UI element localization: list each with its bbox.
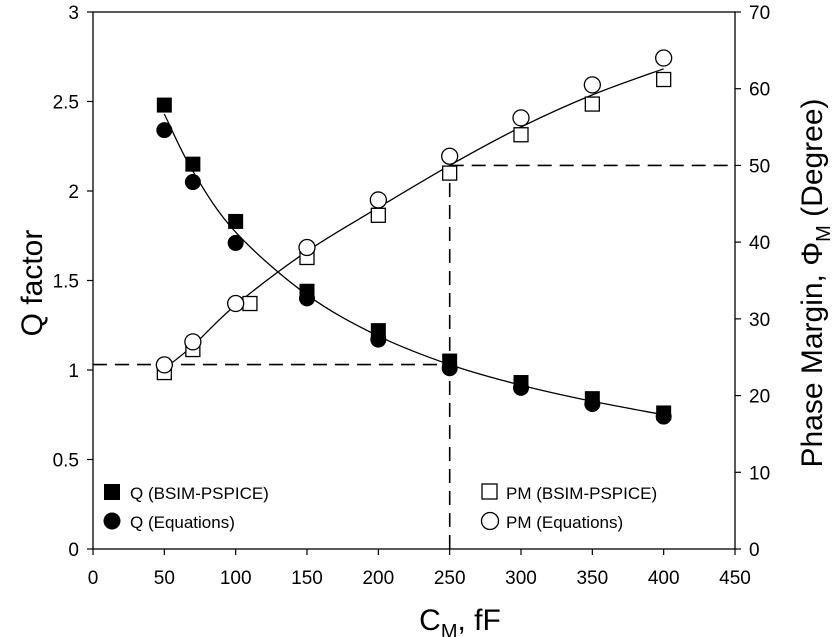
y-right-tick-label: 30 [749,310,770,331]
plot-area [92,11,736,550]
data-point-pm-equations [227,294,245,313]
x-axis-title: CM, fF [419,604,501,637]
fit-curve-left [163,113,664,416]
y-right-tick-label: 20 [749,387,770,408]
y-left-tick-label: 3 [68,3,79,24]
y-right-axis-title: Phase Margin, ΦM (Degree) [796,98,835,467]
x-tick-label: 400 [648,568,680,589]
x-tick-label: 350 [576,568,608,589]
data-point-q-equations [584,396,601,413]
data-point-pm-bsim-pspice [513,127,529,143]
data-point-pm-equations [298,238,316,257]
data-point-q-equations [184,174,201,191]
y-left-tick-label: 2.5 [53,93,79,114]
legend-label-pm-eq: PM (Equations) [506,513,623,532]
data-point-q-equations [441,360,458,377]
y-left-axis-title: Q factor [16,230,49,337]
legend-marker-q-bsim [104,484,120,500]
x-axis-title-main: C [419,604,441,637]
data-point-pm-equations [441,147,459,165]
data-markers [155,49,673,425]
legend-label-q-bsim: Q (BSIM-PSPICE) [130,484,269,503]
x-axis-title-rest: , fF [458,604,501,637]
y-right-tick-label: 70 [749,3,770,24]
data-point-pm-bsim-pspice [584,96,600,112]
legend-marker-pm-eq [480,511,500,531]
data-point-q-equations [370,331,387,348]
x-tick-label: 250 [434,568,466,589]
y-left-tick-label: 1.5 [53,272,79,293]
legend-marker-pm-bsim [481,483,498,500]
data-point-pm-equations [155,356,173,374]
y-right-tick-label: 10 [749,463,770,484]
x-tick-label: 0 [88,568,99,589]
y-right-tick-label: 40 [749,233,770,254]
data-point-pm-equations [184,333,202,351]
y-left-tick-label: 2 [68,182,79,203]
y-right-tick-label: 60 [749,80,770,101]
y-right-axis-title-rest: (Degree) [796,98,829,225]
y-right-tick-label: 50 [749,156,770,177]
data-point-pm-equations [655,49,673,67]
data-point-q-equations [513,379,529,396]
legend: Q (BSIM-PSPICE) Q (Equations) PM (BSIM-P… [103,483,657,532]
y-left-tick-label: 0 [68,540,79,561]
data-point-q-equations [655,408,672,425]
y-left-tick-label: 0.5 [53,451,79,472]
y-right-axis-title-sub: M [813,225,835,242]
axis-ticks: 0 50 100 150 200 250 300 350 400 45000.511.522.53… [53,3,771,589]
x-tick-label: 150 [291,568,323,589]
data-point-q-bsim-pspice [228,213,244,229]
data-point-q-equations [156,122,173,139]
data-point-pm-bsim-pspice [656,71,672,88]
y-left-tick-label: 1 [68,361,79,382]
data-point-pm-bsim-pspice [370,207,386,223]
x-tick-label: 300 [505,568,537,589]
data-point-pm-equations [583,76,601,94]
x-tick-label: 100 [220,568,252,589]
plot-frame [92,11,736,550]
x-tick-label: 200 [362,568,394,589]
data-point-q-bsim-pspice [185,156,201,172]
x-axis-title-sub: M [441,621,458,637]
data-point-pm-bsim-pspice [242,295,258,312]
data-point-pm-bsim-pspice [442,165,458,181]
x-tick-label: 450 [719,568,751,589]
legend-label-pm-bsim: PM (BSIM-PSPICE) [506,484,657,503]
y-right-tick-label: 0 [749,540,760,561]
data-point-q-equations [299,290,315,307]
data-point-pm-equations [369,191,387,209]
data-point-q-equations [227,234,244,251]
x-tick-label: 50 [154,568,175,589]
data-point-q-bsim-pspice [156,97,172,113]
data-point-pm-equations [512,109,530,127]
y-right-axis-title-main: Phase Margin, Φ [796,242,829,468]
legend-label-q-eq: Q (Equations) [130,513,235,532]
legend-marker-q-eq [103,512,121,530]
